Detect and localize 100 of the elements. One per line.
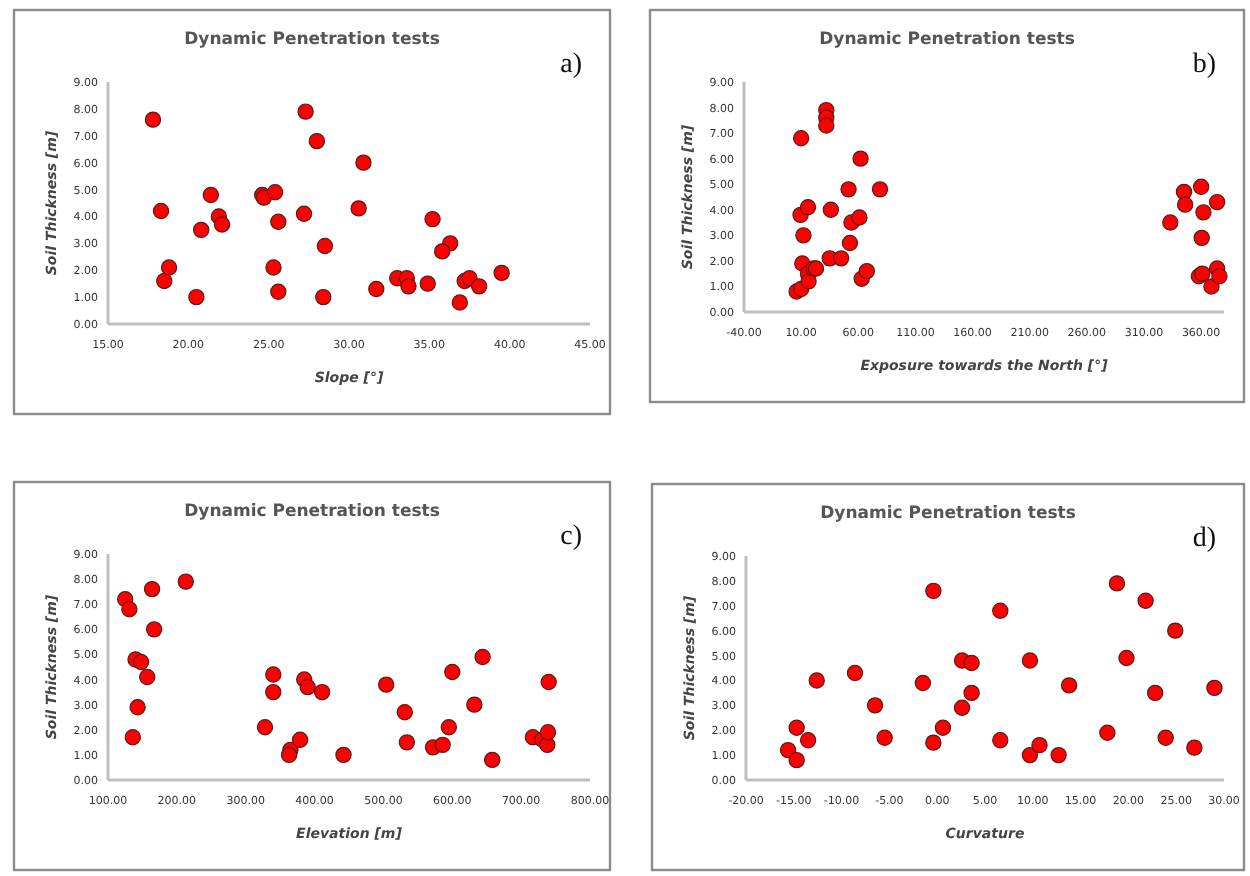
point <box>470 278 488 295</box>
point <box>1195 204 1212 221</box>
point <box>177 573 195 590</box>
point <box>871 181 889 198</box>
point <box>335 746 352 764</box>
point <box>1146 684 1164 702</box>
point <box>188 288 205 306</box>
point <box>779 741 797 759</box>
chart-title: Dynamic Penetration tests <box>820 504 1076 524</box>
point <box>841 234 859 252</box>
point <box>1021 652 1039 669</box>
point <box>270 283 287 300</box>
point <box>202 186 220 204</box>
point <box>1167 622 1184 639</box>
chart-title: Dynamic Penetration tests <box>184 502 440 522</box>
point <box>424 210 441 228</box>
point <box>308 132 326 150</box>
point <box>963 684 980 702</box>
point <box>433 243 451 260</box>
point <box>313 683 331 701</box>
point <box>539 724 557 741</box>
point <box>466 696 483 713</box>
point <box>474 648 491 666</box>
point <box>822 201 840 218</box>
point <box>1157 729 1174 746</box>
point <box>1211 268 1228 285</box>
point <box>1162 214 1179 231</box>
text: d) <box>1192 524 1217 554</box>
point <box>1193 229 1210 247</box>
point <box>152 202 170 220</box>
point <box>484 751 501 769</box>
chart-title: Dynamic Penetration tests <box>819 30 1075 50</box>
point <box>493 264 510 282</box>
point <box>145 621 163 638</box>
point <box>265 666 282 683</box>
point <box>440 719 458 736</box>
point <box>818 117 835 134</box>
point <box>792 130 810 147</box>
point <box>1050 746 1067 764</box>
point <box>846 664 864 682</box>
point <box>963 654 980 672</box>
point <box>876 729 893 746</box>
text: c) <box>560 522 583 552</box>
point <box>1176 196 1194 213</box>
point <box>377 676 395 693</box>
point <box>132 653 150 671</box>
point <box>265 259 282 276</box>
point <box>444 663 461 681</box>
point <box>925 734 942 751</box>
point <box>315 288 332 306</box>
point <box>852 150 869 167</box>
point <box>121 601 138 618</box>
point <box>925 582 942 600</box>
point <box>316 237 334 255</box>
point <box>398 734 416 751</box>
point <box>265 683 282 701</box>
point <box>788 751 805 769</box>
point <box>368 280 385 298</box>
point <box>144 111 162 128</box>
point <box>396 704 413 721</box>
point <box>866 697 884 714</box>
point <box>1137 592 1154 609</box>
point <box>1099 724 1116 741</box>
point <box>808 672 825 689</box>
point <box>451 294 469 311</box>
point <box>156 272 173 290</box>
point <box>799 731 817 749</box>
point <box>213 216 231 233</box>
point <box>1118 649 1135 667</box>
point <box>256 719 274 736</box>
point <box>1192 178 1210 195</box>
point <box>953 699 971 717</box>
point <box>1060 677 1078 694</box>
chart-title: Dynamic Penetration tests <box>184 30 440 50</box>
point <box>799 199 817 216</box>
text: a) <box>560 50 583 80</box>
text: b) <box>1192 50 1217 80</box>
point <box>355 154 372 171</box>
point <box>788 719 805 736</box>
point <box>143 580 161 598</box>
point <box>1031 736 1048 754</box>
point <box>266 184 284 201</box>
point <box>540 673 557 691</box>
point <box>280 746 298 764</box>
point <box>295 205 313 222</box>
point <box>1021 746 1039 764</box>
point <box>419 275 436 292</box>
point <box>1186 739 1203 756</box>
point <box>270 213 287 231</box>
point <box>400 278 417 295</box>
point <box>800 273 817 290</box>
point <box>832 250 850 267</box>
point <box>160 259 178 276</box>
point <box>434 736 451 754</box>
point <box>858 262 876 280</box>
point <box>192 221 210 239</box>
point <box>297 103 314 120</box>
point <box>124 729 141 746</box>
point <box>992 731 1009 749</box>
point <box>934 719 952 736</box>
